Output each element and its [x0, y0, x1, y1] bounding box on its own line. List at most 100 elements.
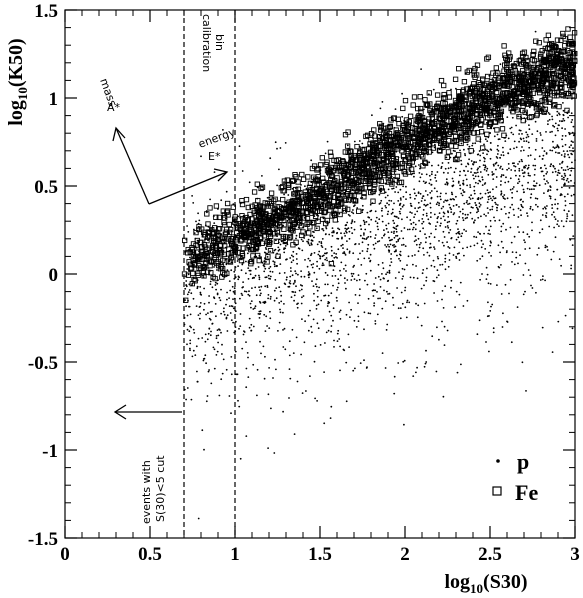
point-fe	[327, 168, 334, 174]
point-p	[247, 376, 250, 378]
point-p	[562, 109, 565, 112]
point-fe	[478, 116, 485, 123]
point-fe	[298, 194, 305, 200]
point-p	[546, 249, 549, 251]
point-fe	[290, 228, 296, 234]
point-fe	[441, 91, 447, 98]
point-p	[249, 273, 252, 276]
point-fe	[232, 249, 238, 255]
point-p	[258, 310, 261, 313]
point-p	[401, 92, 403, 95]
point-p	[263, 313, 266, 316]
point-p	[455, 204, 458, 206]
point-p	[419, 192, 422, 195]
point-p	[559, 194, 562, 197]
point-p	[458, 293, 461, 296]
point-p	[440, 222, 442, 225]
point-p	[193, 263, 195, 266]
point-p	[393, 375, 396, 378]
point-p	[543, 174, 545, 177]
point-p	[414, 197, 416, 200]
point-p	[312, 230, 314, 233]
point-p	[245, 272, 247, 275]
point-p	[423, 284, 425, 287]
point-p	[321, 238, 324, 240]
point-p	[563, 178, 565, 181]
point-p	[468, 145, 471, 148]
point-p	[533, 174, 536, 176]
point-p	[319, 344, 322, 346]
point-fe	[358, 164, 365, 171]
point-p	[348, 301, 350, 304]
point-fe	[404, 128, 411, 135]
point-fe	[334, 175, 340, 181]
point-p	[472, 206, 474, 209]
point-p	[328, 310, 331, 313]
point-p	[294, 279, 296, 282]
point-fe	[566, 77, 572, 84]
x-tick-label: 1.5	[308, 544, 332, 565]
point-p	[517, 163, 519, 165]
point-p	[372, 243, 375, 246]
point-p	[486, 167, 489, 170]
point-p	[359, 234, 362, 237]
point-p	[401, 267, 404, 270]
point-p	[399, 307, 402, 309]
point-p	[530, 284, 532, 287]
point-fe	[253, 237, 259, 243]
point-fe	[365, 132, 371, 138]
point-p	[480, 215, 482, 218]
point-p	[319, 257, 322, 260]
point-p	[316, 260, 318, 263]
point-p	[285, 278, 288, 281]
point-fe	[327, 207, 333, 213]
point-p	[447, 167, 450, 170]
point-p	[431, 151, 434, 154]
point-p	[567, 181, 570, 183]
point-p	[525, 136, 528, 139]
point-fe	[241, 234, 248, 240]
point-p	[447, 162, 450, 164]
point-fe	[361, 194, 367, 200]
point-p	[278, 248, 281, 251]
point-fe	[461, 121, 467, 128]
point-fe	[503, 96, 510, 102]
point-p	[541, 278, 544, 281]
point-fe	[386, 130, 393, 137]
point-p	[459, 210, 462, 213]
point-p	[387, 210, 390, 213]
point-p	[413, 172, 415, 175]
point-p	[338, 338, 341, 340]
point-p	[528, 106, 531, 109]
point-p	[424, 190, 427, 192]
point-fe	[441, 142, 447, 149]
point-p	[470, 171, 472, 174]
point-p	[199, 312, 202, 315]
point-p	[478, 205, 481, 208]
point-p	[412, 221, 415, 224]
point-p	[488, 315, 490, 317]
point-p	[373, 304, 375, 307]
point-p	[197, 314, 200, 316]
point-p	[422, 247, 425, 250]
point-fe	[483, 119, 489, 125]
point-fe	[436, 115, 442, 121]
point-p	[474, 202, 477, 204]
point-fe	[226, 258, 232, 264]
point-fe	[438, 77, 445, 84]
point-p	[238, 145, 241, 148]
point-p	[528, 247, 531, 250]
point-p	[291, 290, 294, 293]
point-fe	[522, 86, 528, 93]
point-fe	[461, 106, 467, 112]
point-p	[255, 294, 258, 297]
point-p	[497, 265, 500, 268]
point-p	[572, 125, 575, 128]
point-p	[302, 295, 305, 297]
point-p	[399, 208, 402, 210]
point-fe	[331, 181, 337, 187]
point-p	[325, 331, 328, 334]
point-p	[433, 187, 436, 190]
point-fe	[359, 185, 365, 192]
point-fe	[429, 116, 436, 122]
